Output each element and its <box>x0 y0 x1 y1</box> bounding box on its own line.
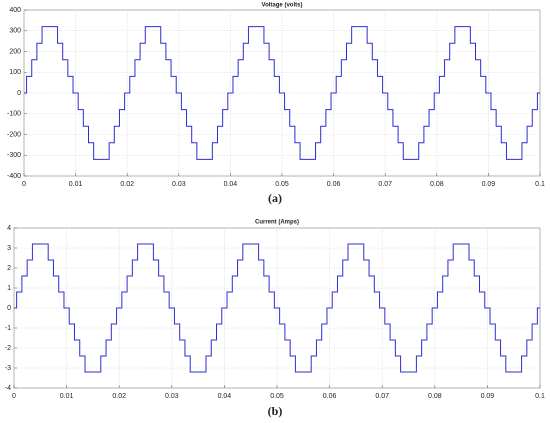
waveform <box>14 243 540 373</box>
y-tick-label: 400 <box>9 7 21 14</box>
x-tick-label: 0.1 <box>535 181 545 188</box>
y-tick-label: -400 <box>7 173 21 180</box>
y-tick-label: 300 <box>9 28 21 35</box>
x-tick-label: 0.1 <box>535 393 545 400</box>
y-tick-label: -200 <box>7 131 21 138</box>
caption: (a) <box>268 191 282 205</box>
chart-title: Current (Amps) <box>255 220 299 226</box>
x-tick-label: 0.06 <box>327 181 341 188</box>
x-tick-label: 0.08 <box>430 181 444 188</box>
x-tick-label: 0.08 <box>428 393 442 400</box>
x-tick-label: 0 <box>22 181 26 188</box>
y-tick-label: 2 <box>7 265 11 272</box>
y-tick-label: 0 <box>17 90 21 97</box>
y-tick-label: 200 <box>9 48 21 55</box>
x-tick-label: 0.04 <box>224 181 238 188</box>
y-tick-label: -300 <box>7 152 21 159</box>
y-tick-label: -4 <box>5 385 11 392</box>
y-tick-label: 0 <box>7 305 11 312</box>
y-tick-label: -1 <box>5 325 11 332</box>
x-tick-label: 0.05 <box>275 181 289 188</box>
x-tick-label: 0.01 <box>60 393 74 400</box>
y-tick-label: -100 <box>7 111 21 118</box>
x-tick-label: 0.02 <box>112 393 126 400</box>
x-tick-label: 0.03 <box>165 393 179 400</box>
x-tick-label: 0.09 <box>481 393 495 400</box>
x-tick-label: 0 <box>12 393 16 400</box>
waveform <box>24 26 540 160</box>
y-tick-label: 4 <box>7 225 11 232</box>
x-tick-label: 0.05 <box>270 393 284 400</box>
y-tick-label: 1 <box>7 285 11 292</box>
x-tick-label: 0.02 <box>120 181 134 188</box>
x-tick-label: 0.07 <box>375 393 389 400</box>
y-tick-label: 100 <box>9 69 21 76</box>
x-tick-label: 0.01 <box>69 181 83 188</box>
caption: (b) <box>268 404 283 418</box>
x-tick-label: 0.09 <box>482 181 496 188</box>
x-tick-label: 0.04 <box>218 393 232 400</box>
chart-title: Voltage (volts) <box>262 3 303 9</box>
y-tick-label: -2 <box>5 345 11 352</box>
x-tick-label: 0.06 <box>323 393 337 400</box>
y-tick-label: -3 <box>5 365 11 372</box>
x-tick-label: 0.03 <box>172 181 186 188</box>
x-tick-label: 0.07 <box>378 181 392 188</box>
y-tick-label: 3 <box>7 245 11 252</box>
